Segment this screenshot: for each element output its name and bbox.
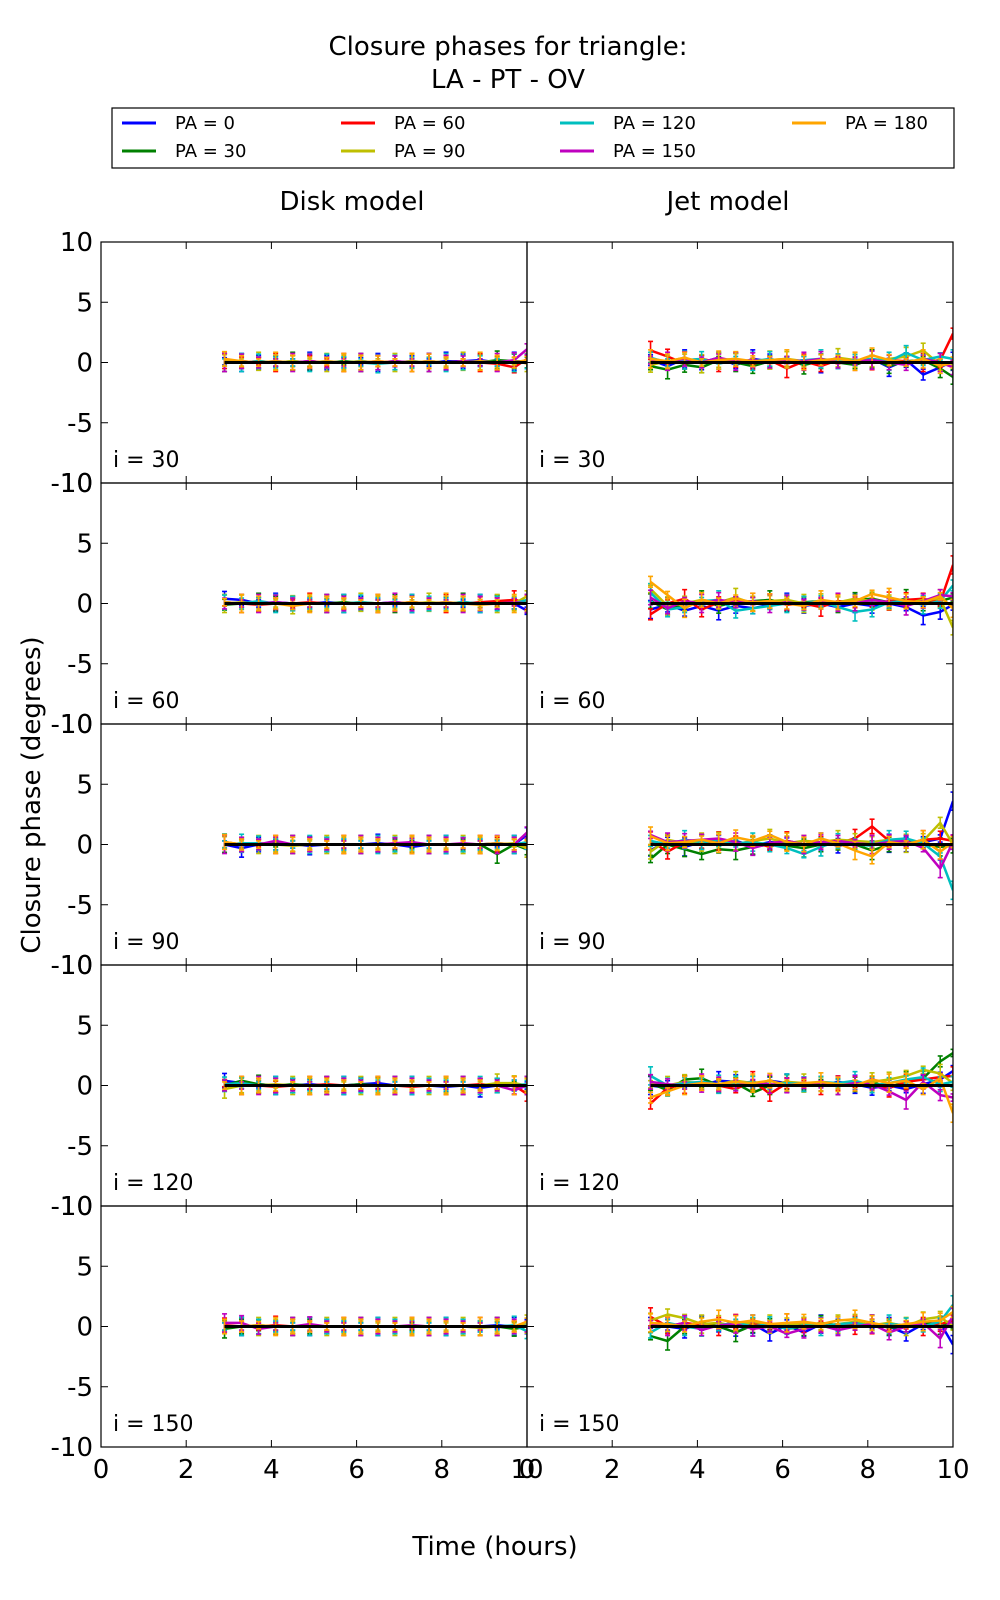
plot-area: [222, 343, 527, 374]
inclination-label: i = 150: [539, 1412, 620, 1437]
inclination-label: i = 60: [113, 689, 180, 714]
y-tick-label: 10: [60, 228, 93, 258]
column-title-disk: Disk model: [279, 187, 424, 217]
x-axis-label: Time (hours): [411, 1532, 577, 1562]
series-line: [650, 1310, 953, 1328]
inclination-label: i = 90: [539, 930, 606, 955]
inclination-label: i = 30: [539, 448, 606, 473]
plot-area: [222, 1072, 527, 1102]
inclination-label: i = 150: [113, 1412, 194, 1437]
y-tick-label: 5: [76, 770, 93, 800]
y-tick-label: -10: [51, 469, 93, 499]
y-tick-label: -10: [51, 1433, 93, 1463]
y-tick-label: 10: [60, 951, 93, 981]
y-tick-label: -5: [67, 1132, 93, 1162]
plot-area: [648, 1048, 953, 1124]
inclination-label: i = 120: [539, 1171, 620, 1196]
y-tick-label: 0: [76, 590, 93, 620]
subplot-disk-row3: -10 -5 0 5 10 i = 120: [51, 951, 528, 1222]
x-tick-label: 0: [519, 1455, 536, 1485]
x-tick-label: 10: [510, 1455, 543, 1485]
subplot-jet-row2: i = 90: [526, 723, 954, 966]
x-tick-label: 8: [860, 1455, 877, 1485]
y-tick-label: 10: [60, 710, 93, 740]
subplot-jet-row0: i = 30: [526, 241, 954, 484]
y-tick-label: 5: [76, 288, 93, 318]
inclination-label: i = 30: [113, 448, 180, 473]
plot-area: [222, 1313, 527, 1340]
y-tick-label: -5: [67, 409, 93, 439]
legend-label-5: PA = 150: [613, 141, 696, 162]
x-tick-label: 10: [936, 1455, 969, 1485]
inclination-label: i = 60: [539, 689, 606, 714]
y-tick-label: 0: [76, 831, 93, 861]
x-tick-label: 4: [689, 1455, 706, 1485]
y-tick-label: -10: [51, 951, 93, 981]
plot-area: [648, 327, 953, 385]
plot-area: [648, 555, 953, 636]
subplot-grid: -10 -5 0 5 10 i = 30 i = 30 -10 -5 0 5 10 i = 60 i = …: [51, 228, 970, 1485]
x-tick-label: 2: [178, 1455, 195, 1485]
y-tick-label: 0: [76, 1313, 93, 1343]
legend-label-6: PA = 180: [845, 113, 928, 134]
y-tick-label: -5: [67, 891, 93, 921]
subplot-jet-row3: i = 120: [526, 964, 954, 1207]
y-tick-label: -5: [67, 650, 93, 680]
y-tick-label: 10: [60, 1192, 93, 1222]
x-tick-label: 8: [434, 1455, 451, 1485]
plot-area: [648, 1294, 953, 1355]
series-pa180: [648, 1072, 953, 1124]
x-tick-label: 0: [93, 1455, 110, 1485]
y-tick-label: 5: [76, 529, 93, 559]
inclination-label: i = 90: [113, 930, 180, 955]
legend-label-0: PA = 0: [175, 113, 235, 134]
figure-title-line2: LA - PT - OV: [431, 65, 585, 95]
subplot-disk-row0: -10 -5 0 5 10 i = 30: [51, 228, 528, 499]
y-axis-label: Closure phase (degrees): [17, 636, 47, 953]
x-tick-label: 4: [263, 1455, 280, 1485]
plot-area: [222, 826, 527, 864]
y-tick-label: 5: [76, 1252, 93, 1282]
y-tick-label: 0: [76, 1072, 93, 1102]
y-tick-label: 0: [76, 349, 93, 379]
y-tick-label: 5: [76, 1011, 93, 1041]
subplot-disk-row2: -10 -5 0 5 10 i = 90: [51, 710, 528, 981]
legend-box: [111, 107, 955, 169]
subplot-jet-row1: i = 60: [526, 482, 954, 725]
x-tick-label: 2: [604, 1455, 621, 1485]
legend-label-3: PA = 90: [394, 141, 465, 162]
column-title-jet: Jet model: [664, 187, 789, 217]
y-tick-label: -10: [51, 1192, 93, 1222]
y-tick-label: -10: [51, 710, 93, 740]
series-pa180: [648, 575, 953, 619]
plot-area: [222, 590, 527, 616]
inclination-label: i = 120: [113, 1171, 194, 1196]
subplot-disk-row1: -10 -5 0 5 10 i = 60: [51, 469, 528, 740]
series-line: [649, 580, 953, 610]
y-tick-label: -5: [67, 1373, 93, 1403]
legend-label-1: PA = 30: [175, 141, 246, 162]
plot-area: [648, 791, 953, 901]
legend-label-4: PA = 120: [613, 113, 696, 134]
legend-label-2: PA = 60: [394, 113, 465, 134]
legend: PA = 0 PA = 30 PA = 60 PA = 90 PA = 120 PA = …: [111, 107, 955, 169]
series-line: [650, 1077, 953, 1114]
x-tick-label: 6: [774, 1455, 791, 1485]
figure-title-line1: Closure phases for triangle:: [329, 32, 688, 62]
subplot-jet-row4: 0 2 4 6 8 10 i = 150: [519, 1205, 970, 1485]
y-tick-label: 10: [60, 469, 93, 499]
x-tick-label: 6: [348, 1455, 365, 1485]
